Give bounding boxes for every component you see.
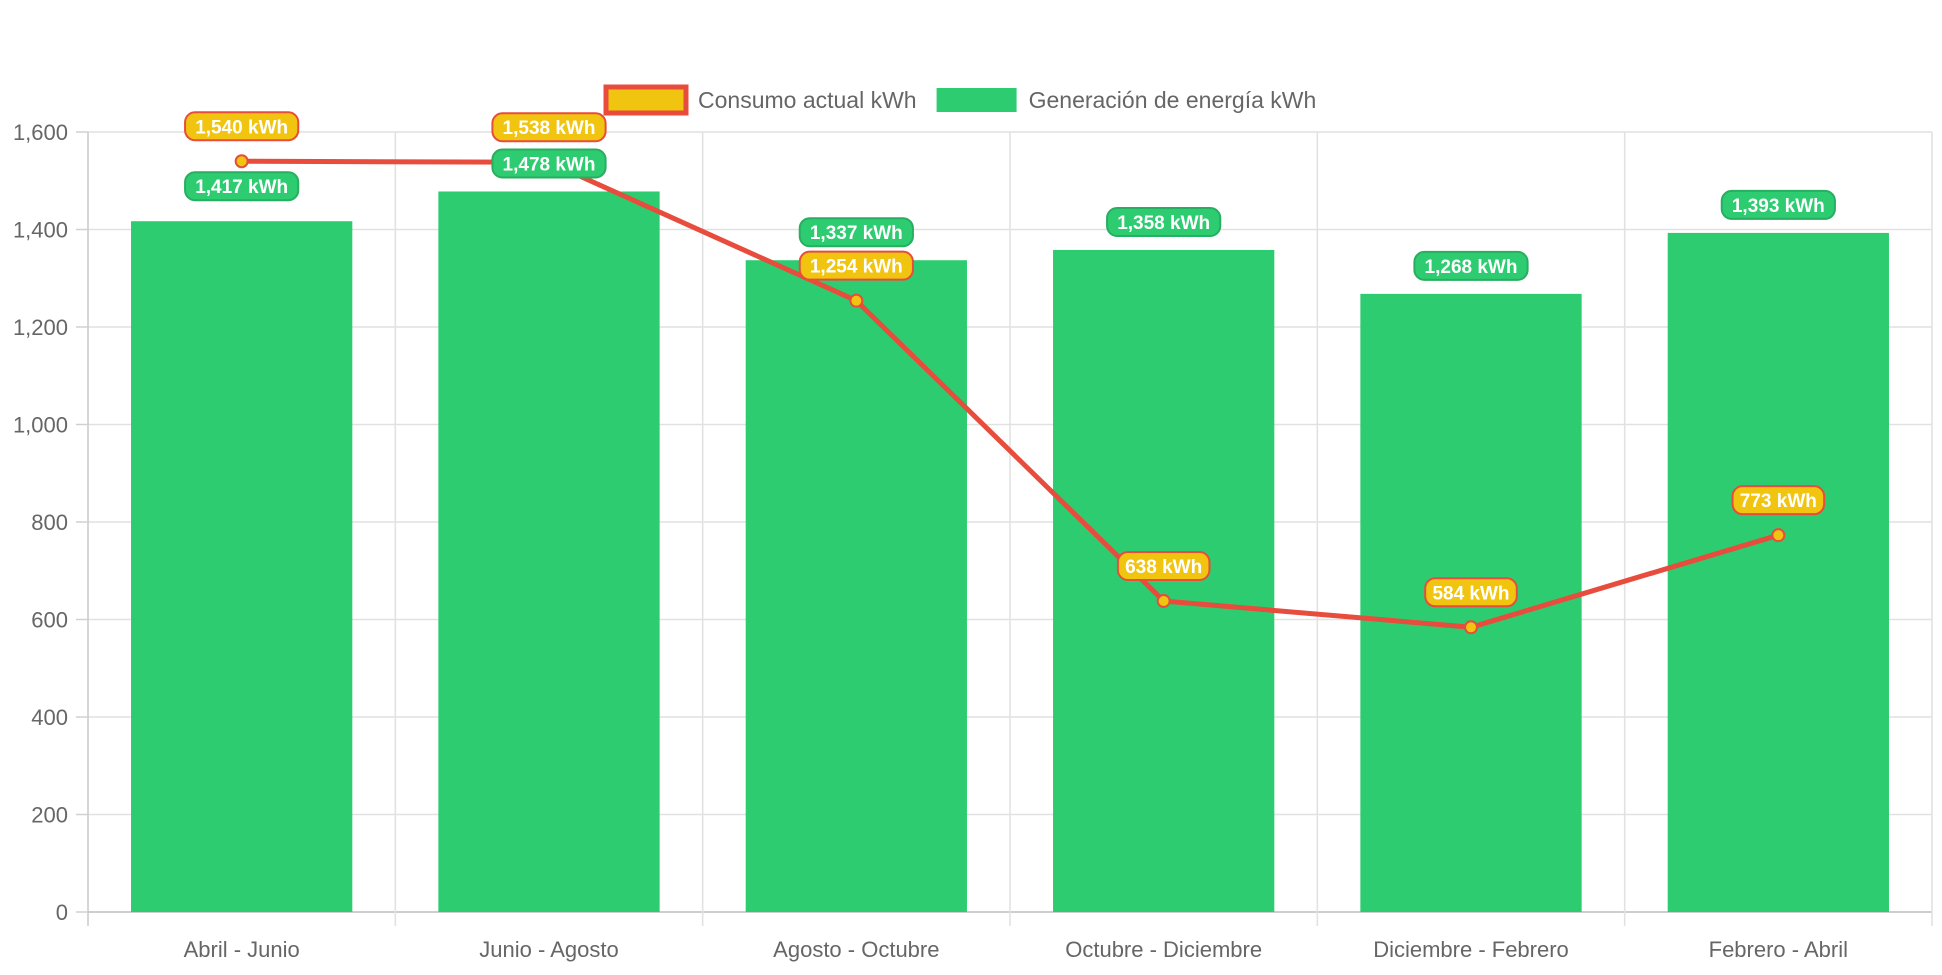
y-tick-label: 800: [31, 510, 68, 535]
y-tick-label: 1,400: [13, 218, 68, 243]
bar-data-label-box: [184, 171, 300, 202]
line-data-label-text: 773 kWh: [1740, 491, 1817, 512]
line-point[interactable]: [1464, 620, 1478, 635]
y-axis: 0 200 400 600 800 1,000 1,200 1,400 1,600: [13, 120, 88, 925]
bar-series: [131, 191, 1889, 913]
bar-data-label: 1,268 kWh: [1413, 250, 1529, 281]
bar-data-label: 1,478 kWh: [491, 148, 607, 179]
y-tick-label: 200: [31, 803, 68, 828]
bar-data-label: 1,337 kWh: [798, 217, 914, 248]
grid: [87, 131, 1933, 926]
bar-data-label-text: 1,358 kWh: [1117, 213, 1210, 234]
y-tick-label: 600: [31, 608, 68, 633]
legend-swatch-consumo: [603, 84, 689, 116]
line-data-label-box: [798, 250, 914, 281]
line-data-label-text: 1,538 kWh: [503, 118, 596, 139]
line-data-label: 1,538 kWh: [491, 112, 607, 143]
bar-data-label: 1,393 kWh: [1720, 189, 1836, 220]
x-tick-label: Junio - Agosto: [479, 937, 618, 962]
line-data-label-box: [1424, 577, 1518, 608]
x-tick-label: Agosto - Octubre: [773, 937, 939, 962]
line-data-label-box: [1731, 485, 1826, 516]
y-tick-label: 400: [31, 705, 68, 730]
bar-data-label-box: [1413, 250, 1529, 281]
line-data-label-box: [184, 111, 300, 142]
bar-data-label-text: 1,393 kWh: [1732, 196, 1825, 217]
line-data-label-text: 584 kWh: [1432, 583, 1509, 604]
line-data-label: 638 kWh: [1116, 550, 1211, 581]
bar[interactable]: [1667, 232, 1889, 913]
legend-label-consumo: Consumo actual kWh: [698, 87, 917, 113]
bar-data-label-text: 1,337 kWh: [810, 223, 903, 244]
line-point[interactable]: [234, 154, 249, 169]
bar-data-labels: 1,417 kWh 1,478 kWh 1,337 kWh 1,358 kWh 1,26…: [184, 148, 1836, 281]
bar-data-label-box: [491, 148, 607, 179]
line-data-label-text: 1,254 kWh: [810, 257, 903, 278]
line-point[interactable]: [1156, 593, 1171, 608]
line-data-label-box: [1116, 550, 1211, 581]
line-data-label-text: 638 kWh: [1125, 557, 1202, 578]
x-tick-label: Octubre - Diciembre: [1065, 937, 1262, 962]
y-tick-label: 0: [56, 900, 68, 925]
bar-data-label-text: 1,478 kWh: [503, 154, 596, 175]
bar-data-label: 1,417 kWh: [184, 171, 300, 202]
line-data-label: 773 kWh: [1731, 485, 1826, 516]
line-data-labels: 1,540 kWh 1,538 kWh 1,254 kWh 638 kWh 584 kW…: [184, 111, 1826, 608]
x-tick-label: Diciembre - Febrero: [1373, 937, 1569, 962]
legend-swatch-generacion: [936, 88, 1017, 112]
bar-data-label-box: [1720, 189, 1836, 220]
bar-data-label-text: 1,417 kWh: [195, 177, 288, 198]
y-tick-label: 1,000: [13, 413, 68, 438]
line-data-label: 1,540 kWh: [184, 111, 300, 142]
bar[interactable]: [745, 260, 967, 912]
y-tick-label: 1,600: [13, 120, 68, 145]
legend-label-generacion: Generación de energía kWh: [1029, 87, 1317, 113]
bar-data-label-box: [1106, 206, 1222, 237]
bar-data-label-text: 1,268 kWh: [1425, 257, 1518, 278]
line-data-label: 584 kWh: [1424, 577, 1518, 608]
line-point[interactable]: [1771, 528, 1786, 543]
bar-data-label-box: [798, 217, 914, 248]
legend-item-consumo[interactable]: Consumo actual kWh: [603, 84, 917, 116]
line-point[interactable]: [849, 293, 864, 308]
x-axis: Abril - Junio Junio - Agosto Agosto - Octu…: [184, 937, 1848, 962]
line-data-label-box: [491, 112, 607, 143]
bar-data-label: 1,358 kWh: [1106, 206, 1222, 237]
x-tick-label: Abril - Junio: [184, 937, 300, 962]
x-tick-label: Febrero - Abril: [1709, 937, 1848, 962]
bar[interactable]: [1053, 249, 1275, 913]
y-tick-label: 1,200: [13, 315, 68, 340]
bar[interactable]: [438, 191, 660, 913]
bar[interactable]: [131, 221, 353, 912]
line-data-label: 1,254 kWh: [798, 250, 914, 281]
legend: Consumo actual kWh Generación de energía…: [603, 84, 1317, 116]
legend-item-generacion[interactable]: Generación de energía kWh: [936, 87, 1317, 113]
line-data-label-text: 1,540 kWh: [195, 117, 288, 138]
